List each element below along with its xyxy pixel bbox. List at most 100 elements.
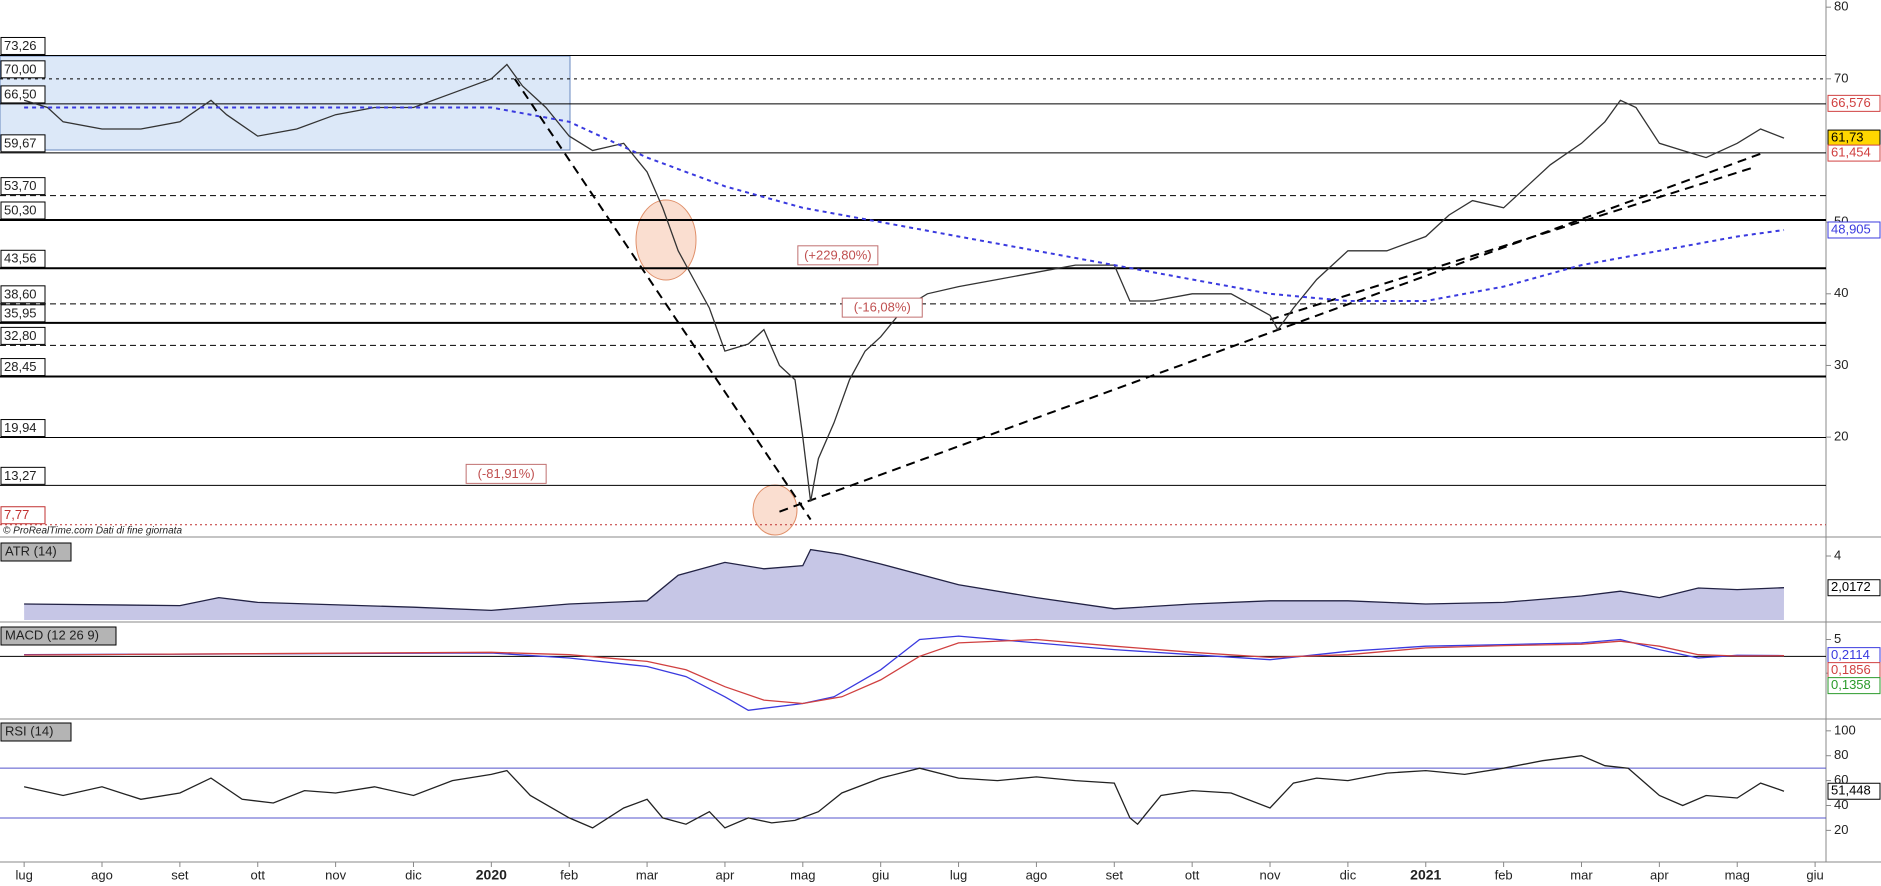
- panel-title-box: [0, 722, 72, 742]
- value-tag: 61,454: [1831, 145, 1871, 160]
- level-label-box: [0, 85, 46, 104]
- level-label-box: [0, 358, 46, 377]
- value-tag-box: [1827, 94, 1881, 112]
- x-tick-label: ott: [251, 867, 266, 882]
- highlight-box: [0, 55, 571, 151]
- level-label: 43,56: [4, 251, 37, 266]
- panel-title: ATR (14): [5, 543, 57, 558]
- x-tick-label: nov: [1260, 867, 1281, 882]
- panel-title: RSI (14): [5, 723, 53, 738]
- x-tick-label: lug: [15, 867, 32, 882]
- x-tick-label: nov: [325, 867, 346, 882]
- series-line: [23, 755, 1785, 829]
- panel-title-box: [0, 542, 72, 562]
- panel-title: MACD (12 26 9): [5, 627, 99, 642]
- area: [24, 549, 1785, 620]
- value-tag: 61,73: [1831, 130, 1864, 145]
- x-tick-label: mag: [790, 867, 815, 882]
- y-tick-label: 30: [1834, 357, 1848, 372]
- x-tick-label: mar: [636, 867, 659, 882]
- level-label: 28,45: [4, 359, 37, 374]
- annotation: (-16,08%): [854, 300, 911, 315]
- level-label-box: [0, 466, 46, 485]
- level-label: 53,70: [4, 178, 37, 193]
- level-label: 7,77: [4, 507, 29, 522]
- level-label-box: [0, 134, 46, 153]
- y-tick-label: 5: [1834, 631, 1841, 646]
- series-line: [24, 548, 1785, 612]
- value-tag: 66,576: [1831, 95, 1871, 110]
- y-tick-label: 20: [1834, 822, 1848, 837]
- x-tick-label: 2021: [1410, 867, 1441, 883]
- x-tick-label: lug: [950, 867, 967, 882]
- annotation: (+229,80%): [804, 247, 872, 262]
- level-label: 50,30: [4, 202, 37, 217]
- value-tag: 2,0172: [1831, 579, 1871, 594]
- highlight-circle: [752, 484, 798, 536]
- level-label-box: [0, 326, 46, 345]
- x-tick-label: ago: [1026, 867, 1048, 882]
- y-tick-label: 20: [1834, 429, 1848, 444]
- value-tag-box: [1827, 782, 1881, 800]
- x-tick-label: ott: [1185, 867, 1200, 882]
- level-label: 38,60: [4, 286, 37, 301]
- y-tick-label: 40: [1834, 285, 1848, 300]
- y-tick-label: 80: [1834, 0, 1848, 14]
- x-tick-label: set: [1106, 867, 1124, 882]
- annotation-box: [797, 245, 879, 266]
- annotation: (-81,91%): [478, 466, 535, 481]
- x-tick-label: dic: [1340, 867, 1357, 882]
- level-label-box: [0, 506, 46, 525]
- level-label: 59,67: [4, 135, 37, 150]
- x-tick-label: ago: [91, 867, 113, 882]
- level-label-box: [0, 304, 46, 323]
- value-tag-box: [1827, 579, 1881, 597]
- level-label: 32,80: [4, 328, 37, 343]
- level-label-box: [0, 36, 46, 55]
- x-tick-label: mag: [1725, 867, 1750, 882]
- y-tick-label: 4: [1834, 547, 1841, 562]
- level-label: 66,50: [4, 86, 37, 101]
- x-tick-label: feb: [560, 867, 578, 882]
- annotation-box: [465, 463, 547, 484]
- series-line: [24, 106, 1785, 302]
- value-tag-box: [1827, 221, 1881, 239]
- source: © ProRealTime.com Dati di fine giornata: [3, 526, 182, 537]
- level-label: 70,00: [4, 61, 37, 76]
- trendline: [1269, 166, 1754, 321]
- value-tag-box: [1827, 677, 1881, 695]
- level-label: 35,95: [4, 305, 37, 320]
- trendline: [513, 78, 812, 521]
- value-tag: 0,1856: [1831, 662, 1871, 677]
- value-tag: 51,448: [1831, 783, 1871, 798]
- value-tag-box: [1827, 144, 1881, 162]
- x-tick-label: giu: [872, 867, 889, 882]
- x-tick-label: mar: [1570, 867, 1593, 882]
- value-tag: 0,1358: [1831, 677, 1871, 692]
- value-tag: 0,2114: [1831, 647, 1870, 662]
- level-label-box: [0, 249, 46, 268]
- level-label-box: [0, 285, 46, 304]
- y-tick-label: 80: [1834, 747, 1848, 762]
- x-tick-label: dic: [405, 867, 422, 882]
- series-line: [24, 638, 1785, 705]
- panel-title-box: [0, 626, 117, 646]
- level-label: 19,94: [4, 420, 37, 435]
- y-tick-label: 70: [1834, 70, 1848, 85]
- x-tick-label: giu: [1806, 867, 1823, 882]
- level-label-box: [0, 177, 46, 196]
- level-label: 13,27: [4, 468, 37, 483]
- level-label-box: [0, 201, 46, 220]
- trendline: [779, 151, 1765, 513]
- x-tick-label: 2020: [476, 867, 507, 883]
- x-tick-label: feb: [1495, 867, 1513, 882]
- x-tick-label: apr: [716, 867, 735, 882]
- level-label-box: [0, 419, 46, 438]
- level-label: 73,26: [4, 38, 37, 53]
- series-line: [24, 635, 1785, 711]
- value-tag: 48,905: [1831, 221, 1871, 236]
- annotation-box: [841, 297, 923, 318]
- x-tick-label: apr: [1650, 867, 1669, 882]
- y-tick-label: 100: [1834, 722, 1856, 737]
